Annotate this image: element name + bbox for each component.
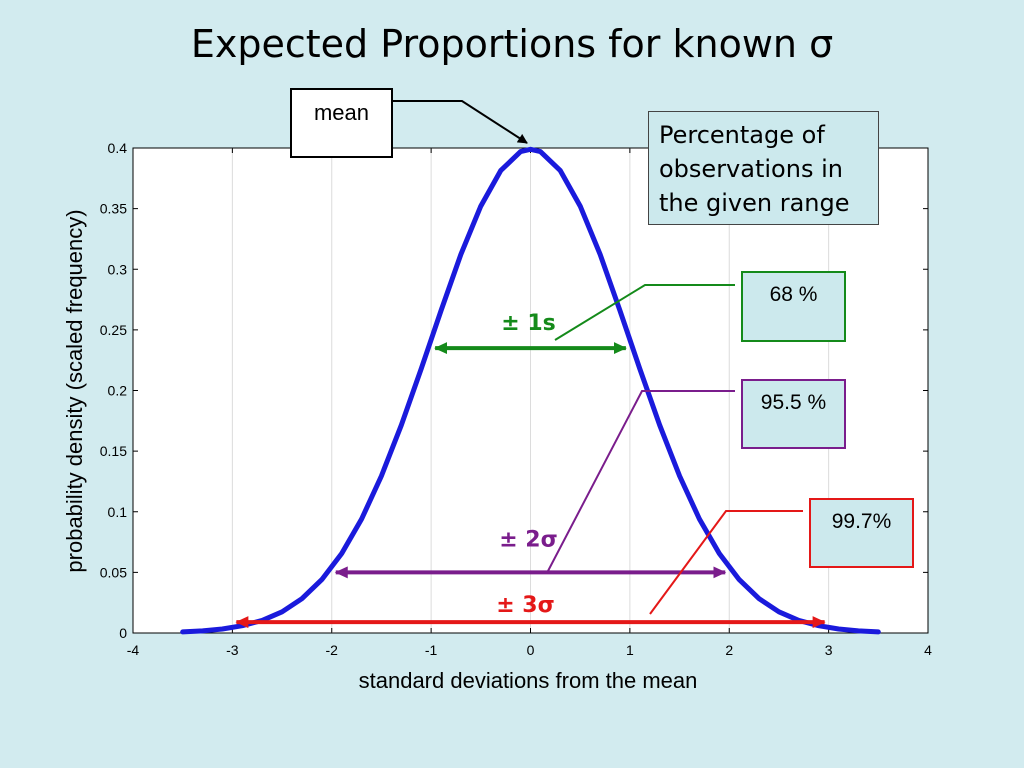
y-tick-label: 0.3: [108, 261, 128, 277]
percent-box-2sigma: 95.5 %: [741, 379, 846, 449]
normal-curve: [180, 146, 881, 635]
y-tick-label: 0.25: [100, 322, 127, 338]
range-label-3sigma: ± 3σ: [496, 593, 555, 618]
y-tick-label: 0.35: [100, 201, 127, 217]
range-label-1sigma: ± 1s: [501, 311, 556, 336]
y-tick-label: 0: [119, 625, 127, 641]
x-tick-label: 2: [725, 642, 733, 658]
x-tick-label: -4: [127, 642, 140, 658]
slide-title: Expected Proportions for known σ: [190, 22, 834, 66]
x-axis-label: standard deviations from the mean: [359, 668, 698, 693]
x-tick-label: 4: [924, 642, 932, 658]
mean-label-box: mean: [290, 88, 393, 158]
y-tick-label: 0.4: [108, 140, 128, 156]
percent-box-1sigma: 68 %: [741, 271, 846, 342]
range-arrows: ± 1s ± 2σ ± 3σ: [235, 311, 826, 629]
y-axis-label: probability density (scaled frequency): [62, 209, 87, 572]
x-tick-label: 1: [626, 642, 634, 658]
x-tick-label: -1: [425, 642, 438, 658]
range-label-2sigma: ± 2σ: [499, 527, 558, 552]
y-tick-label: 0.1: [108, 504, 128, 520]
connector-3sigma: [649, 510, 803, 615]
x-tick-label: -3: [226, 642, 239, 658]
ticks: [132, 147, 929, 634]
y-tick-label: 0.05: [100, 564, 127, 580]
tick-labels: -4 -3 -2 -1 0 1 2 3 4 0 0.05 0.1 0.15 0.2 0.25 0.3 0.35 0…: [100, 140, 932, 658]
y-tick-label: 0.2: [108, 383, 128, 399]
x-tick-label: 3: [825, 642, 833, 658]
percent-box-3sigma: 99.7%: [809, 498, 914, 568]
connector-1sigma: [554, 284, 735, 341]
connector-2sigma: [547, 390, 735, 572]
x-tick-label: -2: [326, 642, 339, 658]
connectors: [393, 100, 803, 615]
percentage-legend-box: Percentage of observations in the given …: [648, 111, 879, 225]
x-tick-label: 0: [527, 642, 535, 658]
mean-pointer: [393, 100, 528, 144]
y-tick-label: 0.15: [100, 443, 127, 459]
